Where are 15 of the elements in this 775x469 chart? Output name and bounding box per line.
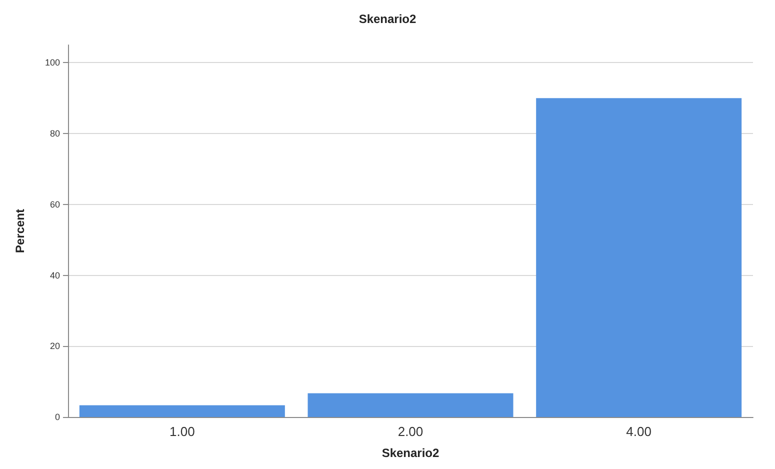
x-axis-title: Skenario2 (382, 446, 440, 460)
bar (308, 393, 514, 417)
y-tick-label: 40 (50, 270, 60, 280)
y-axis-title: Percent (13, 208, 27, 254)
y-tick-label: 80 (50, 128, 60, 139)
bar (79, 405, 285, 417)
y-tick-label: 20 (50, 341, 60, 352)
x-tick-label: 2.00 (398, 424, 424, 439)
chart-title: Skenario2 (358, 12, 416, 26)
x-tick-label: 4.00 (626, 424, 652, 439)
bar (536, 98, 742, 417)
y-tick-label: 0 (54, 412, 60, 422)
x-tick-label: 1.00 (170, 424, 195, 439)
y-tick-label: 60 (50, 199, 60, 210)
y-tick-label: 100 (44, 58, 60, 68)
